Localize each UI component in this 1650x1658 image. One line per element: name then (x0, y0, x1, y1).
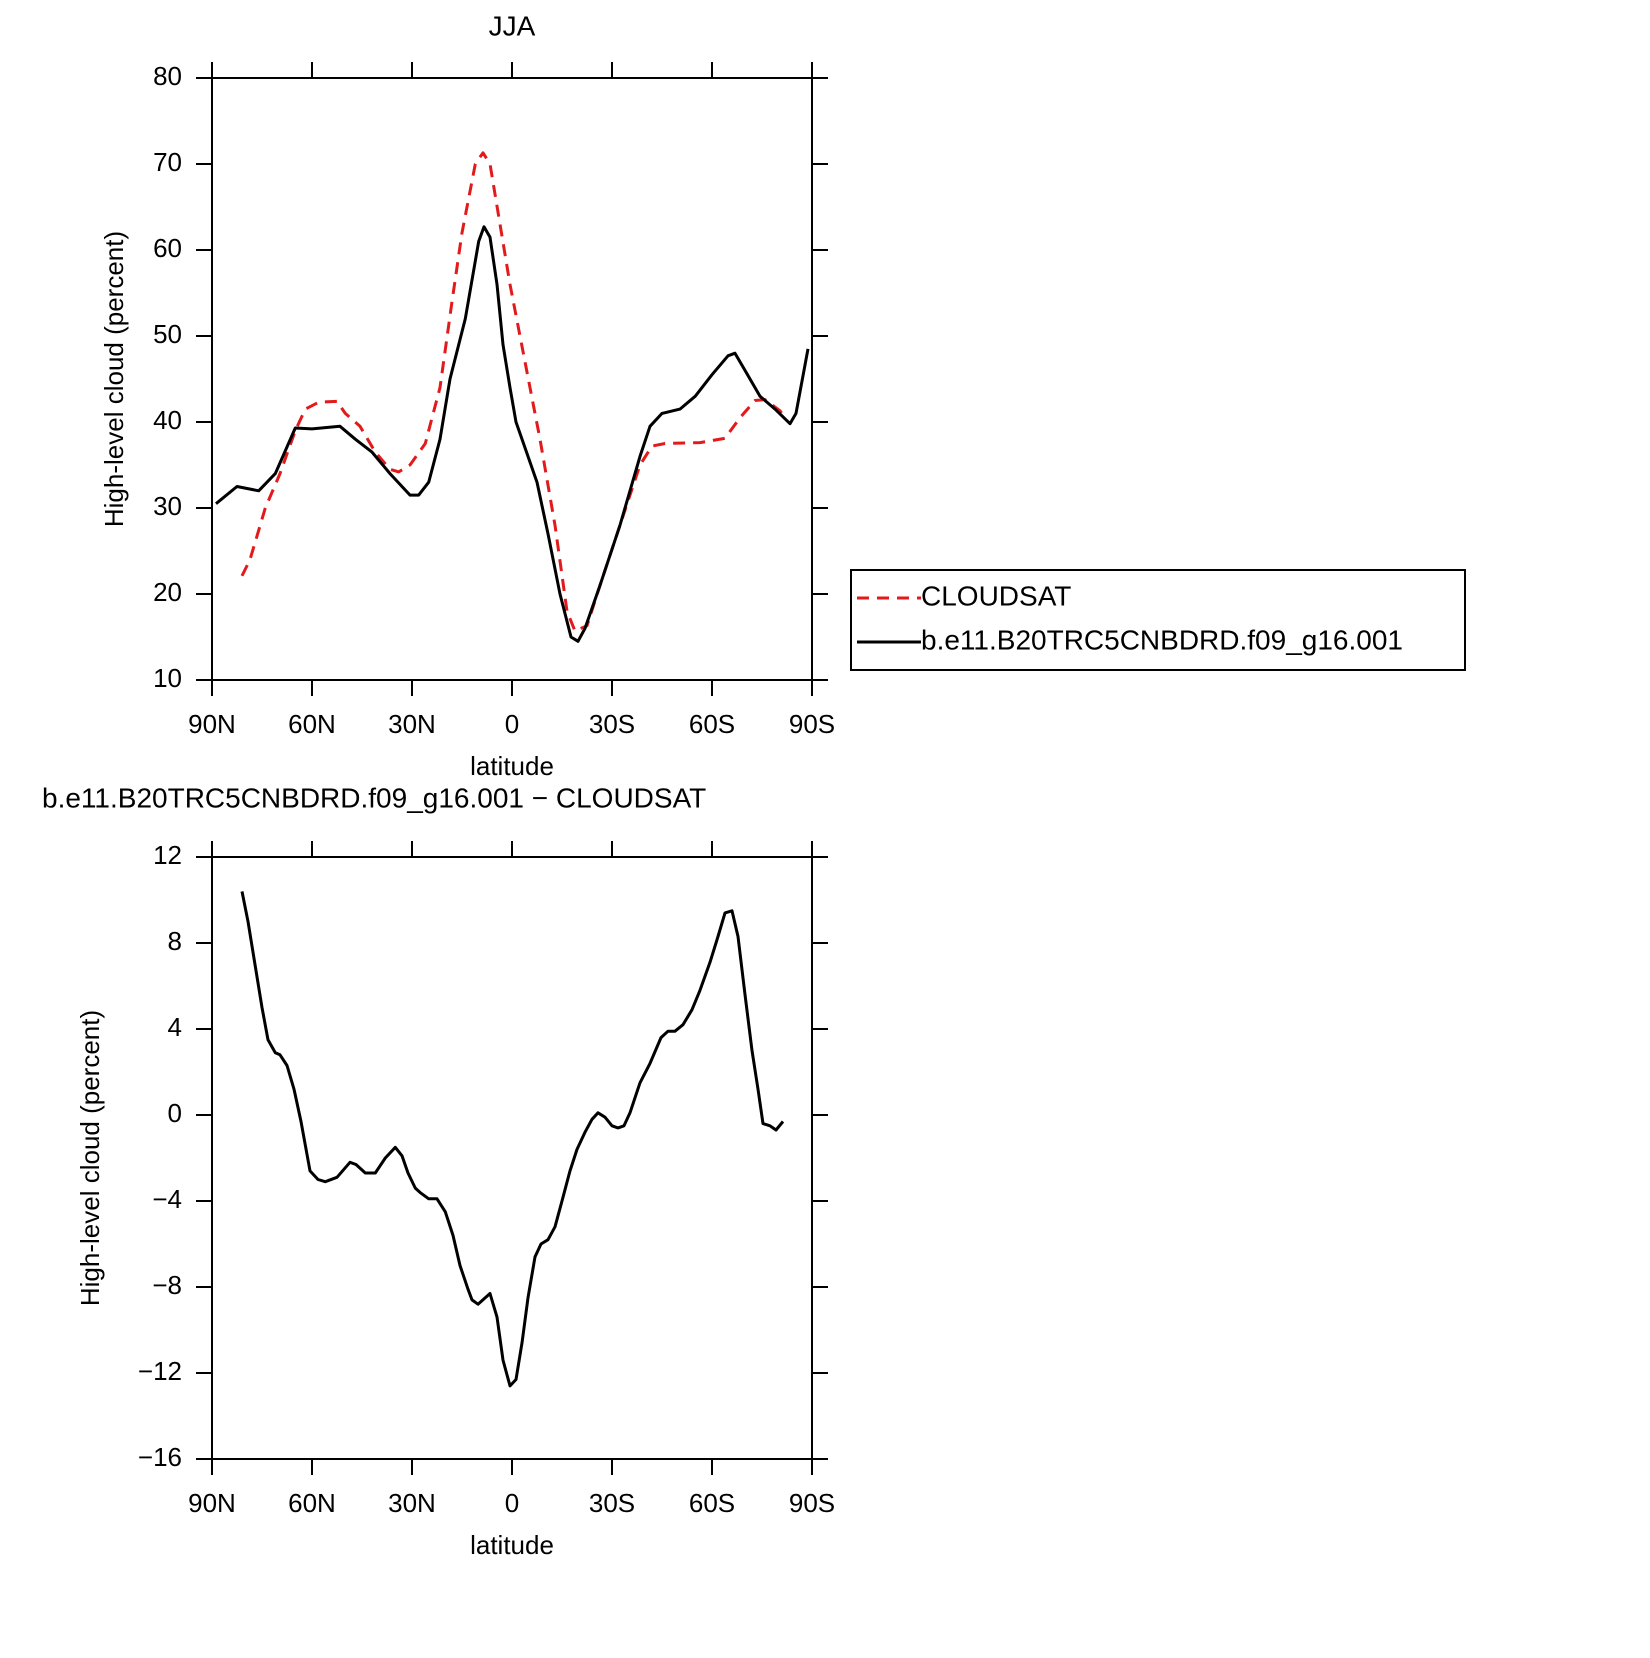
y-tick-label: −16 (138, 1442, 182, 1472)
y-tick-label: 80 (153, 61, 182, 91)
x-axis-label: latitude (470, 751, 554, 781)
series-line (215, 225, 810, 643)
y-tick-label: 60 (153, 233, 182, 263)
y-tick-label: 8 (168, 926, 182, 956)
x-tick-label: 60S (689, 709, 735, 739)
x-tick-label: 30S (589, 709, 635, 739)
y-axis-label: High-level cloud (percent) (75, 1010, 105, 1306)
y-tick-label: 12 (153, 840, 182, 870)
y-tick-label: −4 (152, 1184, 182, 1214)
y-tick-label: 70 (153, 147, 182, 177)
y-tick-label: 0 (168, 1098, 182, 1128)
x-tick-label: 0 (505, 709, 519, 739)
plot-frame (211, 856, 813, 1460)
x-tick-label: 30S (589, 1488, 635, 1518)
x-tick-label: 90S (789, 709, 835, 739)
y-tick-label: 30 (153, 491, 182, 521)
x-tick-label: 60N (288, 709, 336, 739)
series-line (240, 151, 787, 633)
legend-label: b.e11.B20TRC5CNBDRD.f09_g16.001 (921, 624, 1403, 655)
legend-box (850, 569, 1466, 671)
x-tick-label: 60S (689, 1488, 735, 1518)
x-tick-label: 90N (188, 1488, 236, 1518)
y-tick-label: 40 (153, 405, 182, 435)
x-tick-label: 90S (789, 1488, 835, 1518)
x-tick-label: 0 (505, 1488, 519, 1518)
series-line (240, 891, 785, 1388)
x-tick-label: 60N (288, 1488, 336, 1518)
y-tick-label: 10 (153, 663, 182, 693)
x-tick-label: 30N (388, 709, 436, 739)
y-tick-label: 50 (153, 319, 182, 349)
chart-title: JJA (489, 10, 536, 41)
y-tick-label: −12 (138, 1356, 182, 1386)
plot-frame (211, 77, 813, 681)
y-tick-label: −8 (152, 1270, 182, 1300)
chart-title: b.e11.B20TRC5CNBDRD.f09_g16.001 − CLOUDS… (42, 782, 706, 813)
y-tick-label: 4 (168, 1012, 182, 1042)
legend-label: CLOUDSAT (921, 580, 1071, 611)
x-tick-label: 90N (188, 709, 236, 739)
y-axis-label: High-level cloud (percent) (99, 231, 129, 527)
x-axis-label: latitude (470, 1530, 554, 1560)
y-tick-label: 20 (153, 577, 182, 607)
x-tick-label: 30N (388, 1488, 436, 1518)
